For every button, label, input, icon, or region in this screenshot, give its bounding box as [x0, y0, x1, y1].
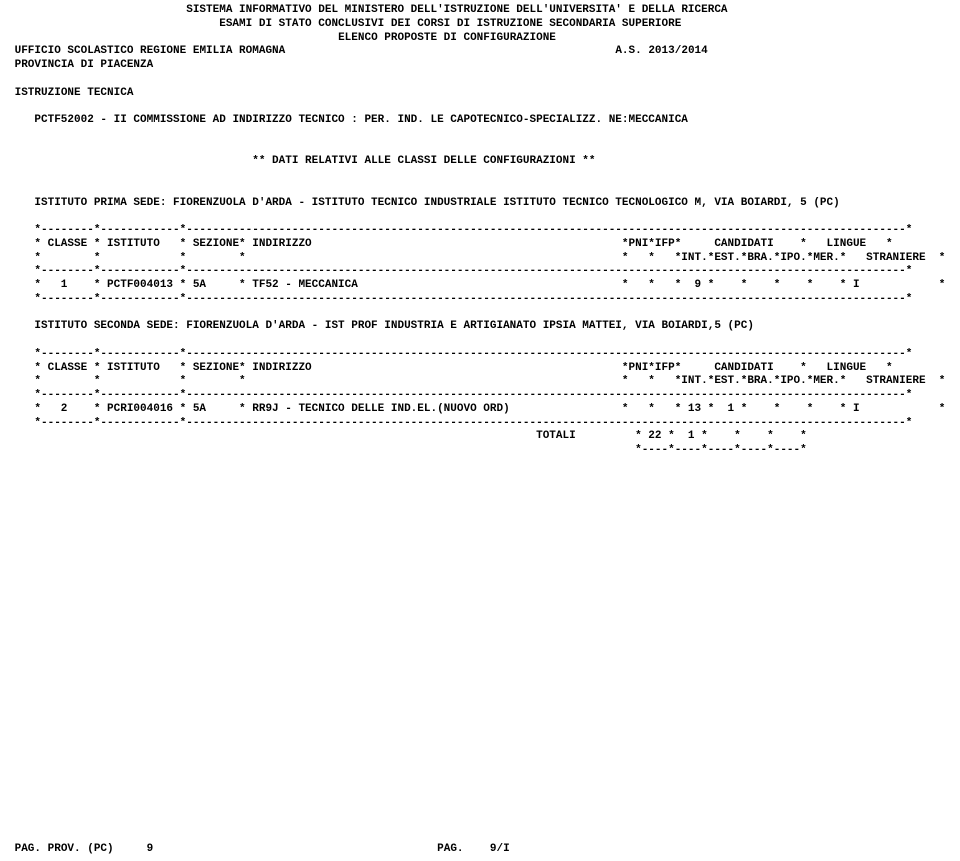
sec2-hdr2: * * * * * * *INT.*EST.*BRA.*IPO.*MER.* S…	[8, 375, 945, 387]
sec1-hdr2: * * * * * * *INT.*EST.*BRA.*IPO.*MER.* S…	[8, 252, 945, 264]
sec1-hdr1: * CLASSE * ISTITUTO * SEZIONE* INDIRIZZO…	[8, 238, 893, 250]
document-body: SISTEMA INFORMATIVO DEL MINISTERO DELL'I…	[8, 4, 952, 857]
sec1-row: * 1 * PCTF004013 * 5A * TF52 - MECCANICA…	[8, 279, 945, 291]
sep: *--------*------------*-----------------…	[8, 224, 912, 236]
hdr-office: UFFICIO SCOLASTICO REGIONE EMILIA ROMAGN…	[8, 45, 708, 57]
sep: *--------*------------*-----------------…	[8, 293, 912, 305]
hdr-instruction: ISTRUZIONE TECNICA	[8, 87, 133, 99]
hdr-line1: SISTEMA INFORMATIVO DEL MINISTERO DELL'I…	[8, 4, 728, 16]
totali: TOTALI * 22 * 1 * * * *	[8, 430, 807, 442]
hdr-province: PROVINCIA DI PIACENZA	[8, 59, 153, 71]
subtitle: ** DATI RELATIVI ALLE CLASSI DELLE CONFI…	[8, 155, 596, 167]
hdr-line2: ESAMI DI STATO CONCLUSIVI DEI CORSI DI I…	[8, 18, 681, 30]
footer: PAG. PROV. (PC) 9 PAG. 9/I	[8, 843, 510, 855]
sep: *--------*------------*-----------------…	[8, 389, 912, 401]
sec2-hdr1: * CLASSE * ISTITUTO * SEZIONE* INDIRIZZO…	[8, 362, 893, 374]
hdr-line3: ELENCO PROPOSTE DI CONFIGURAZIONE	[8, 32, 556, 44]
sec2-row: * 2 * PCRI004016 * 5A * RR9J - TECNICO D…	[8, 403, 945, 415]
sec2-title: ISTITUTO SECONDA SEDE: FIORENZUOLA D'ARD…	[8, 320, 754, 332]
sep: *--------*------------*-----------------…	[8, 265, 912, 277]
sec1-title: ISTITUTO PRIMA SEDE: FIORENZUOLA D'ARDA …	[8, 197, 840, 209]
sep: *--------*------------*-----------------…	[8, 417, 912, 429]
tick: *----*----*----*----*----*	[8, 444, 807, 456]
commission-line: PCTF52002 - II COMMISSIONE AD INDIRIZZO …	[8, 114, 688, 126]
sep: *--------*------------*-----------------…	[8, 348, 912, 360]
